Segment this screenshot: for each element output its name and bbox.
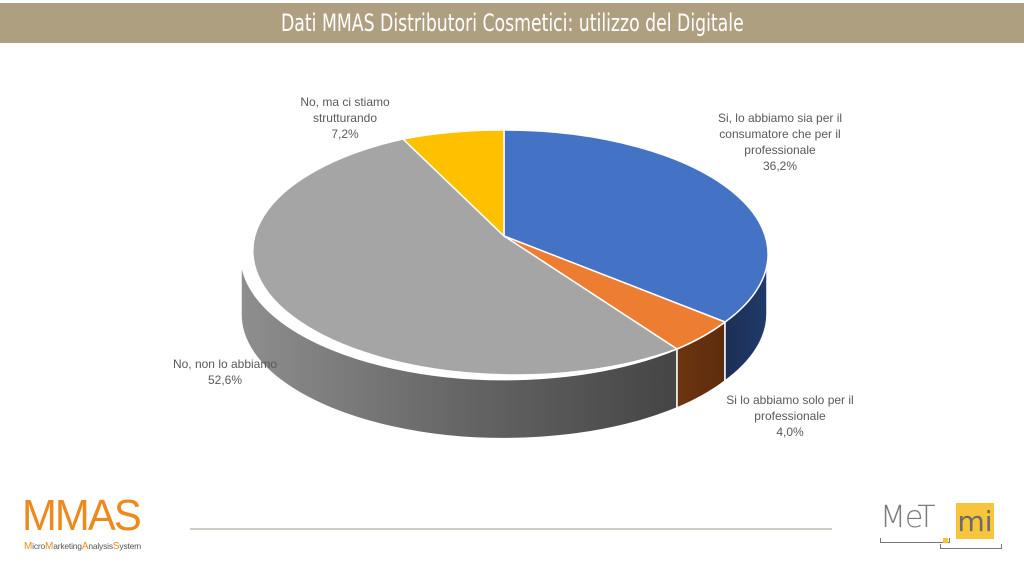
- label-value: 7,2%: [331, 127, 359, 141]
- label-line: professionale: [744, 143, 816, 157]
- tagline-cap: M: [24, 541, 33, 552]
- logo-bracket: [880, 538, 950, 543]
- tagline-cap: M: [45, 541, 54, 552]
- mmas-logo: MMAS MicroMarketingAnalysisSystem: [22, 491, 162, 557]
- label-line: consumatore che per il: [719, 127, 841, 141]
- tagline-part: nalysis: [88, 541, 113, 551]
- tagline-cap: S: [112, 541, 120, 552]
- data-label-both: Si, lo abbiamo sia per il consumatore ch…: [680, 110, 880, 174]
- logo-bracket: [940, 544, 1002, 549]
- data-label-no: No, non lo abbiamo 52,6%: [150, 356, 300, 388]
- label-line: No, ma ci stiamo: [300, 95, 390, 109]
- slice-blue: [503, 129, 769, 323]
- label-line: Si, lo abbiamo sia per il: [717, 111, 843, 125]
- tagline-part: ystem: [119, 541, 142, 551]
- tagline-part: icro: [32, 541, 46, 551]
- metmi-logo: MeT mi: [878, 500, 1008, 550]
- label-line: No, non lo abbiamo: [172, 357, 278, 371]
- label-line: professionale: [754, 409, 826, 423]
- side-gray: [240, 253, 678, 440]
- label-value: 36,2%: [762, 159, 798, 173]
- data-label-structuring: No, ma ci stiamo strutturando 7,2%: [270, 94, 420, 142]
- label-line: Si lo abbiamo solo per il: [726, 393, 854, 407]
- mmas-logo-tagline: MicroMarketingAnalysisSystem: [24, 541, 141, 552]
- label-value: 52,6%: [207, 373, 243, 387]
- title-bar: Dati MMAS Distributori Cosmetici: utiliz…: [0, 3, 1024, 43]
- tagline-part: arketing: [53, 541, 82, 551]
- data-label-professional-only: Si lo abbiamo solo per il professionale …: [700, 392, 880, 440]
- metmi-logo-met: MeT: [880, 500, 936, 535]
- metmi-logo-mi: mi: [957, 504, 993, 538]
- metmi-logo-box: mi: [956, 503, 994, 539]
- logo-dot: [943, 538, 948, 543]
- mmas-logo-text: MMAS: [22, 491, 142, 540]
- label-value: 4,0%: [776, 425, 804, 439]
- slice-gray: [252, 138, 679, 376]
- slice-yellow: [401, 129, 505, 238]
- label-line: strutturando: [312, 111, 378, 125]
- footer-divider: [190, 528, 832, 530]
- page-title: Dati MMAS Distributori Cosmetici: utiliz…: [280, 9, 744, 37]
- tagline-cap: A: [81, 541, 89, 552]
